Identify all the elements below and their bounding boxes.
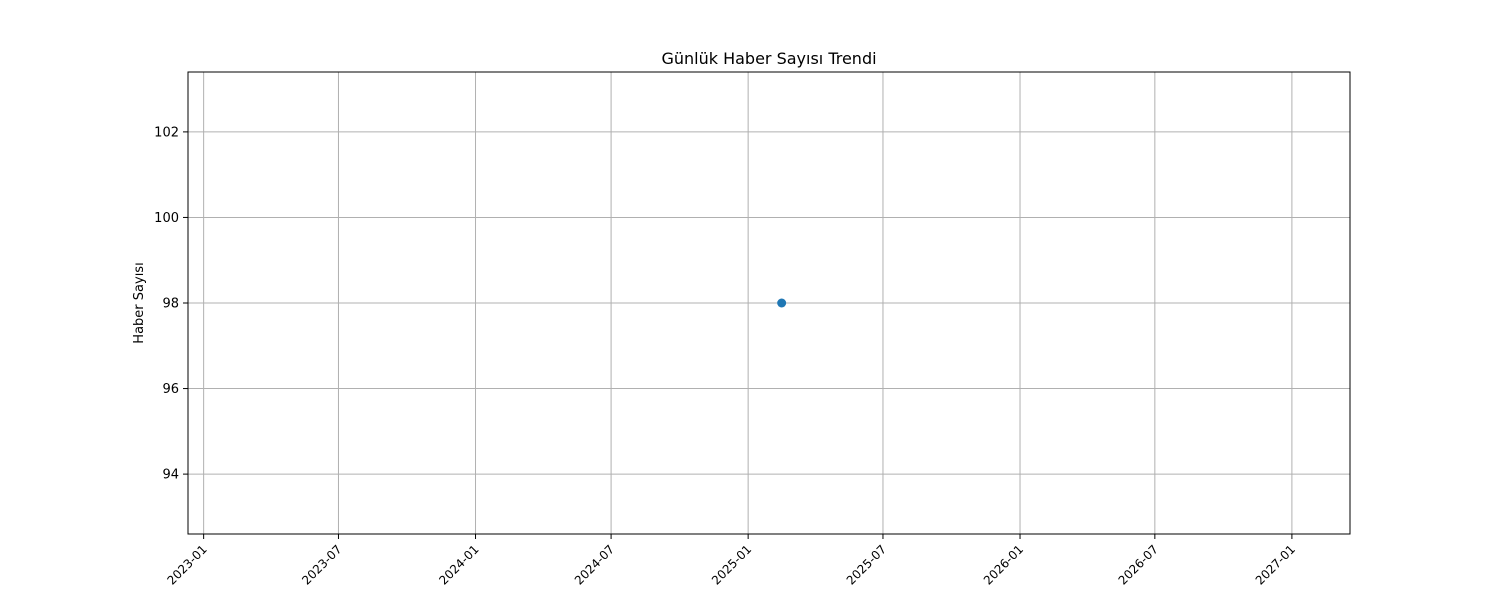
y-tick-label: 100 bbox=[154, 211, 179, 226]
y-tick-label: 94 bbox=[162, 468, 179, 483]
chart-title: Günlük Haber Sayısı Trendi bbox=[661, 49, 876, 68]
y-tick-label: 96 bbox=[162, 382, 179, 397]
grid bbox=[188, 72, 1350, 534]
data-layer bbox=[777, 298, 787, 308]
y-tick-label: 98 bbox=[162, 297, 179, 312]
y-tick-label: 102 bbox=[154, 125, 179, 140]
y-axis-label: Haber Sayısı bbox=[132, 262, 147, 343]
data-point bbox=[777, 298, 787, 308]
